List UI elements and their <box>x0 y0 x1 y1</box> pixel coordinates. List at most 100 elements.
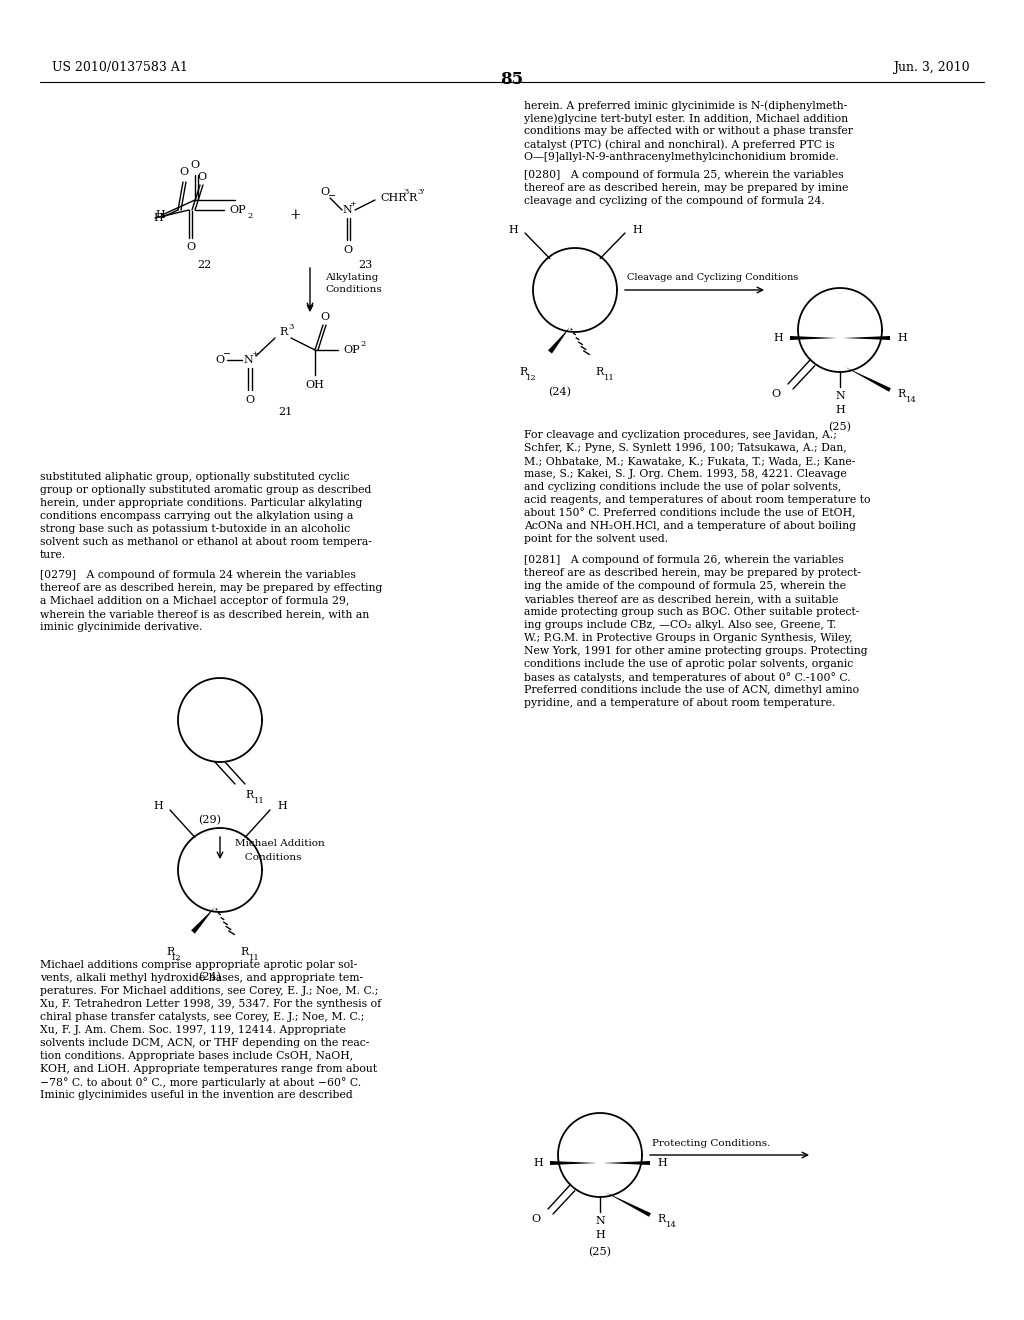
Text: O: O <box>321 187 330 197</box>
Text: CHR: CHR <box>380 193 407 203</box>
Text: vents, alkali methyl hydroxide bases, and appropriate tem-: vents, alkali methyl hydroxide bases, an… <box>40 973 364 983</box>
Text: AcONa and NH₂OH.HCl, and a temperature of about boiling: AcONa and NH₂OH.HCl, and a temperature o… <box>524 521 856 531</box>
Polygon shape <box>845 367 891 392</box>
Text: a Michael addition on a Michael acceptor of formula 29,: a Michael addition on a Michael acceptor… <box>40 597 349 606</box>
Text: (25): (25) <box>589 1247 611 1257</box>
Text: H: H <box>897 333 906 343</box>
Polygon shape <box>790 337 837 341</box>
Text: 11: 11 <box>254 797 265 805</box>
Text: Alkylating: Alkylating <box>325 273 379 282</box>
Text: KOH, and LiOH. Appropriate temperatures range from about: KOH, and LiOH. Appropriate temperatures … <box>40 1064 377 1074</box>
Text: 2: 2 <box>360 341 366 348</box>
Text: conditions include the use of aprotic polar solvents, organic: conditions include the use of aprotic po… <box>524 659 853 669</box>
Polygon shape <box>191 907 215 933</box>
Text: −: − <box>328 191 336 201</box>
Text: H: H <box>657 1158 667 1168</box>
Text: strong base such as potassium t-butoxide in an alcoholic: strong base such as potassium t-butoxide… <box>40 524 350 535</box>
Text: 11: 11 <box>249 954 260 962</box>
Text: O—[9]allyl-N-9-anthracenylmethylcinchonidium bromide.: O—[9]allyl-N-9-anthracenylmethylcinchoni… <box>524 152 839 162</box>
Text: 14: 14 <box>666 1221 677 1229</box>
Text: ing groups include CBz, —CO₂ alkyl. Also see, Greene, T.: ing groups include CBz, —CO₂ alkyl. Also… <box>524 620 837 630</box>
Text: bases as catalysts, and temperatures of about 0° C.-100° C.: bases as catalysts, and temperatures of … <box>524 672 851 682</box>
Text: O: O <box>343 246 352 255</box>
Text: 85: 85 <box>501 71 523 88</box>
Text: O: O <box>215 355 224 366</box>
Text: −78° C. to about 0° C., more particularly at about −60° C.: −78° C. to about 0° C., more particularl… <box>40 1077 361 1088</box>
Text: M.; Ohbatake, M.; Kawatake, K.; Fukata, T.; Wada, E.; Kane-: M.; Ohbatake, M.; Kawatake, K.; Fukata, … <box>524 455 855 466</box>
Text: substituted aliphatic group, optionally substituted cyclic: substituted aliphatic group, optionally … <box>40 473 349 482</box>
Text: Michael additions comprise appropriate aprotic polar sol-: Michael additions comprise appropriate a… <box>40 960 357 970</box>
Text: N: N <box>342 205 352 215</box>
Text: R: R <box>240 946 248 957</box>
Text: H: H <box>155 210 165 220</box>
Text: conditions may be affected with or without a phase transfer: conditions may be affected with or witho… <box>524 125 853 136</box>
Text: Preferred conditions include the use of ACN, dimethyl amino: Preferred conditions include the use of … <box>524 685 859 696</box>
Text: 12: 12 <box>526 374 537 381</box>
Text: 3': 3' <box>417 187 425 195</box>
Text: solvents include DCM, ACN, or THF depending on the reac-: solvents include DCM, ACN, or THF depend… <box>40 1038 370 1048</box>
Text: thereof are as described herein, may be prepared by effecting: thereof are as described herein, may be … <box>40 583 382 593</box>
Text: H: H <box>508 224 518 235</box>
Text: OP: OP <box>229 205 246 215</box>
Text: O: O <box>530 1214 540 1224</box>
Polygon shape <box>548 327 570 354</box>
Text: R: R <box>245 789 253 800</box>
Text: ylene)glycine tert-butyl ester. In addition, Michael addition: ylene)glycine tert-butyl ester. In addit… <box>524 114 848 124</box>
Text: solvent such as methanol or ethanol at about room tempera-: solvent such as methanol or ethanol at a… <box>40 537 372 546</box>
Text: For cleavage and cyclization procedures, see Javidan, A.;: For cleavage and cyclization procedures,… <box>524 430 837 440</box>
Text: cleavage and cyclizing of the compound of formula 24.: cleavage and cyclizing of the compound o… <box>524 195 824 206</box>
Text: conditions encompass carrying out the alkylation using a: conditions encompass carrying out the al… <box>40 511 353 521</box>
Text: [0280]   A compound of formula 25, wherein the variables: [0280] A compound of formula 25, wherein… <box>524 170 844 180</box>
Text: +: + <box>289 209 301 222</box>
Text: H: H <box>773 333 783 343</box>
Text: about 150° C. Preferred conditions include the use of EtOH,: about 150° C. Preferred conditions inclu… <box>524 508 856 519</box>
Text: acid reagents, and temperatures of about room temperature to: acid reagents, and temperatures of about… <box>524 495 870 506</box>
Text: R: R <box>279 327 288 337</box>
Text: O: O <box>246 395 255 405</box>
Polygon shape <box>550 1162 597 1166</box>
Polygon shape <box>603 1162 650 1166</box>
Text: (24): (24) <box>549 387 571 397</box>
Text: O: O <box>321 312 330 322</box>
Text: Michael Addition: Michael Addition <box>234 840 325 849</box>
Text: (29): (29) <box>199 814 221 825</box>
Text: O: O <box>190 160 200 170</box>
Text: wherein the variable thereof is as described herein, with an: wherein the variable thereof is as descr… <box>40 609 370 619</box>
Text: 3: 3 <box>288 323 293 331</box>
Text: N: N <box>595 1216 605 1226</box>
Text: [0281]   A compound of formula 26, wherein the variables: [0281] A compound of formula 26, wherein… <box>524 554 844 565</box>
Text: OP: OP <box>343 345 359 355</box>
Text: H: H <box>534 1158 543 1168</box>
Text: Cleavage and Cyclizing Conditions: Cleavage and Cyclizing Conditions <box>627 273 799 282</box>
Text: 2: 2 <box>247 213 252 220</box>
Polygon shape <box>843 337 890 341</box>
Text: 12: 12 <box>171 954 182 962</box>
Text: New York, 1991 for other amine protecting groups. Protecting: New York, 1991 for other amine protectin… <box>524 645 867 656</box>
Text: variables thereof are as described herein, with a suitable: variables thereof are as described herei… <box>524 594 839 605</box>
Text: (25): (25) <box>828 422 852 432</box>
Text: +: + <box>252 350 258 358</box>
Text: O: O <box>198 172 207 182</box>
Text: (24): (24) <box>199 972 221 982</box>
Text: mase, S.; Kakei, S. J. Org. Chem. 1993, 58, 4221. Cleavage: mase, S.; Kakei, S. J. Org. Chem. 1993, … <box>524 469 847 479</box>
Text: Protecting Conditions.: Protecting Conditions. <box>652 1138 770 1147</box>
Text: R: R <box>595 367 603 378</box>
Text: W.; P.G.M. in Protective Groups in Organic Synthesis, Wiley,: W.; P.G.M. in Protective Groups in Organ… <box>524 634 853 643</box>
Text: and cyclizing conditions include the use of polar solvents,: and cyclizing conditions include the use… <box>524 482 842 492</box>
Text: 3: 3 <box>403 187 409 195</box>
Text: 21: 21 <box>278 407 292 417</box>
Text: H: H <box>836 405 845 414</box>
Text: H: H <box>595 1230 605 1239</box>
Text: H: H <box>632 224 642 235</box>
Text: thereof are as described herein, may be prepared by imine: thereof are as described herein, may be … <box>524 183 848 193</box>
Text: Iminic glycinimides useful in the invention are described: Iminic glycinimides useful in the invent… <box>40 1090 352 1100</box>
Text: 23: 23 <box>357 260 372 271</box>
Text: O: O <box>179 168 188 177</box>
Text: catalyst (PTC) (chiral and nonchiral). A preferred PTC is: catalyst (PTC) (chiral and nonchiral). A… <box>524 139 835 149</box>
Text: H: H <box>153 213 163 223</box>
Text: [0279]   A compound of formula 24 wherein the variables: [0279] A compound of formula 24 wherein … <box>40 570 356 579</box>
Text: US 2010/0137583 A1: US 2010/0137583 A1 <box>52 62 187 74</box>
Text: point for the solvent used.: point for the solvent used. <box>524 535 668 544</box>
Text: Xu, F. J. Am. Chem. Soc. 1997, 119, 12414. Appropriate: Xu, F. J. Am. Chem. Soc. 1997, 119, 1241… <box>40 1026 346 1035</box>
Text: −: − <box>223 350 231 359</box>
